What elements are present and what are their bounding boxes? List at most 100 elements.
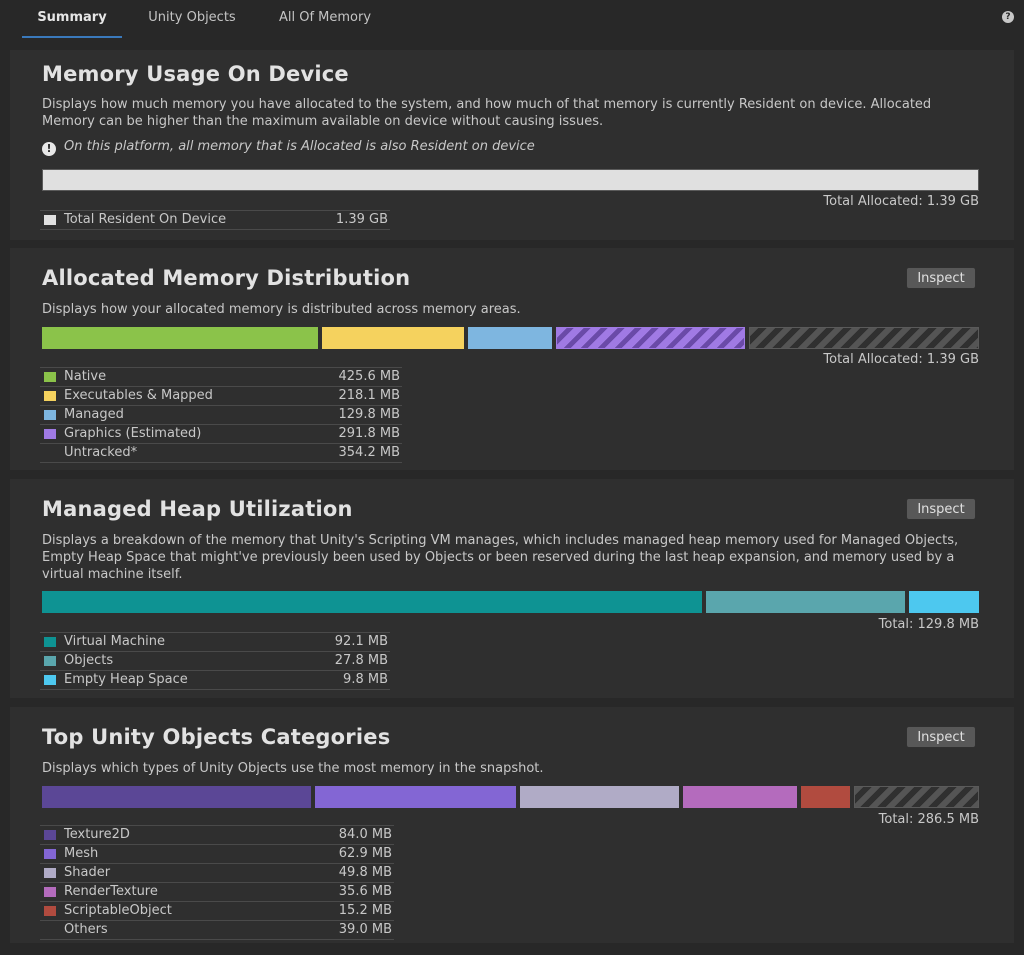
legend: Texture2D 84.0 MB Mesh 62.9 MB Shader 49.8 MB… <box>40 825 394 940</box>
legend-row[interactable]: Empty Heap Space 9.8 MB <box>40 670 390 690</box>
legend-swatch <box>44 637 56 647</box>
legend-swatch <box>44 656 56 666</box>
help-icon[interactable]: ? <box>1002 11 1014 23</box>
legend-swatch <box>44 830 56 840</box>
legend-label: Objects <box>64 653 114 668</box>
bar-segment-texture2d[interactable] <box>42 786 311 808</box>
legend-row[interactable]: Virtual Machine 92.1 MB <box>40 632 390 651</box>
legend-label: Total Resident On Device <box>64 212 227 227</box>
bar-segment-graphics-estimated[interactable] <box>556 327 745 349</box>
legend-row[interactable]: Objects 27.8 MB <box>40 651 390 670</box>
legend-label: Others <box>64 922 108 937</box>
section-title: Managed Heap Utilization <box>42 497 353 521</box>
legend: Virtual Machine 92.1 MB Objects 27.8 MB Empt… <box>40 632 390 690</box>
section-description: Displays how your allocated memory is di… <box>42 302 521 317</box>
section-description: Displays a breakdown of the memory that … <box>42 533 959 582</box>
legend-row[interactable]: Executables & Mapped 218.1 MB <box>40 386 402 405</box>
tab-summary[interactable]: Summary <box>22 0 122 38</box>
legend-swatch <box>44 391 56 401</box>
legend-label: Executables & Mapped <box>64 388 213 403</box>
resident-bar-track <box>42 169 979 191</box>
legend-value: 9.8 MB <box>343 672 388 687</box>
legend-row[interactable]: Mesh 62.9 MB <box>40 844 394 863</box>
bar-segment-shader[interactable] <box>520 786 679 808</box>
legend-value: 35.6 MB <box>338 884 392 899</box>
platform-note-text: On this platform, all memory that is All… <box>64 139 535 154</box>
bar-segment-mesh[interactable] <box>315 786 516 808</box>
bar-segment-rendertexture[interactable] <box>683 786 797 808</box>
bar-segment-untracked[interactable] <box>749 327 979 349</box>
bar-segment-empty-heap-space[interactable] <box>909 591 979 613</box>
bar-segment-managed[interactable] <box>468 327 552 349</box>
legend-row[interactable]: RenderTexture 35.6 MB <box>40 882 394 901</box>
legend: Total Resident On Device 1.39 GB <box>40 210 390 230</box>
legend-swatch <box>44 410 56 420</box>
total-allocated: Total Allocated: 1.39 GB <box>823 352 979 367</box>
legend-row[interactable]: Texture2D 84.0 MB <box>40 825 394 844</box>
tab-all-of-memory[interactable]: All Of Memory <box>278 10 372 25</box>
managed-heap-bar <box>42 591 979 613</box>
tab-unity-objects[interactable]: Unity Objects <box>148 10 236 25</box>
legend-label: Texture2D <box>64 827 130 842</box>
legend-swatch <box>44 448 56 458</box>
bar-segment-native[interactable] <box>42 327 318 349</box>
inspect-button[interactable]: Inspect <box>906 726 976 748</box>
legend-swatch <box>44 849 56 859</box>
legend-swatch <box>44 906 56 916</box>
allocated-distribution-section: Allocated Memory Distribution Inspect Di… <box>10 248 1014 470</box>
legend-swatch <box>44 372 56 382</box>
legend-value: 84.0 MB <box>338 827 392 842</box>
total-objects: Total: 286.5 MB <box>878 812 979 827</box>
top-objects-section: Top Unity Objects Categories Inspect Dis… <box>10 707 1014 943</box>
section-description: Displays which types of Unity Objects us… <box>42 761 544 776</box>
legend-value: 62.9 MB <box>338 846 392 861</box>
section-title: Allocated Memory Distribution <box>42 266 411 290</box>
legend-value: 92.1 MB <box>334 634 388 649</box>
legend-value: 15.2 MB <box>338 903 392 918</box>
legend-value: 291.8 MB <box>338 426 400 441</box>
bar-segment-others[interactable] <box>854 786 979 808</box>
bar-segment-objects[interactable] <box>706 591 905 613</box>
legend: Native 425.6 MB Executables & Mapped 218.1 … <box>40 367 402 463</box>
section-title: Top Unity Objects Categories <box>42 725 391 749</box>
bar-segment-executables-mapped[interactable] <box>322 327 464 349</box>
legend-row[interactable]: Graphics (Estimated) 291.8 MB <box>40 424 402 443</box>
legend-label: Empty Heap Space <box>64 672 188 687</box>
legend-value: 425.6 MB <box>338 369 400 384</box>
section-description: Displays how much memory you have alloca… <box>42 97 932 129</box>
bar-segment-virtual-machine[interactable] <box>42 591 702 613</box>
legend-value: 49.8 MB <box>338 865 392 880</box>
platform-note: ! On this platform, all memory that is Al… <box>42 139 535 156</box>
legend-row[interactable]: Native 425.6 MB <box>40 367 402 386</box>
legend-label: Shader <box>64 865 111 880</box>
legend-label: Mesh <box>64 846 99 861</box>
legend-swatch <box>44 887 56 897</box>
legend-row[interactable]: Managed 129.8 MB <box>40 405 402 424</box>
legend-label: Untracked* <box>64 445 138 460</box>
legend-label: Managed <box>64 407 124 422</box>
legend-row[interactable]: Total Resident On Device 1.39 GB <box>40 210 390 230</box>
resident-bar-fill[interactable] <box>43 170 978 190</box>
section-title: Memory Usage On Device <box>42 62 349 86</box>
total-managed: Total: 129.8 MB <box>878 617 979 632</box>
legend-value: 39.0 MB <box>338 922 392 937</box>
legend-swatch <box>44 215 56 225</box>
memory-usage-section: Memory Usage On Device Displays how much… <box>10 50 1014 240</box>
legend-row[interactable]: Untracked* 354.2 MB <box>40 443 402 463</box>
legend-row[interactable]: ScriptableObject 15.2 MB <box>40 901 394 920</box>
objects-bar <box>42 786 979 808</box>
inspect-button[interactable]: Inspect <box>906 498 976 520</box>
legend-value: 218.1 MB <box>338 388 400 403</box>
legend-row[interactable]: Shader 49.8 MB <box>40 863 394 882</box>
inspect-button[interactable]: Inspect <box>906 267 976 289</box>
legend-label: Graphics (Estimated) <box>64 426 202 441</box>
legend-value: 27.8 MB <box>334 653 388 668</box>
managed-heap-section: Managed Heap Utilization Inspect Display… <box>10 479 1014 698</box>
tab-bar: Summary Unity Objects All Of Memory ? <box>0 0 1024 38</box>
legend-row[interactable]: Others 39.0 MB <box>40 920 394 940</box>
total-allocated: Total Allocated: 1.39 GB <box>823 194 979 209</box>
legend-label: RenderTexture <box>64 884 158 899</box>
bar-segment-scriptableobject[interactable] <box>801 786 850 808</box>
legend-value: 1.39 GB <box>335 212 388 227</box>
legend-swatch <box>44 429 56 439</box>
